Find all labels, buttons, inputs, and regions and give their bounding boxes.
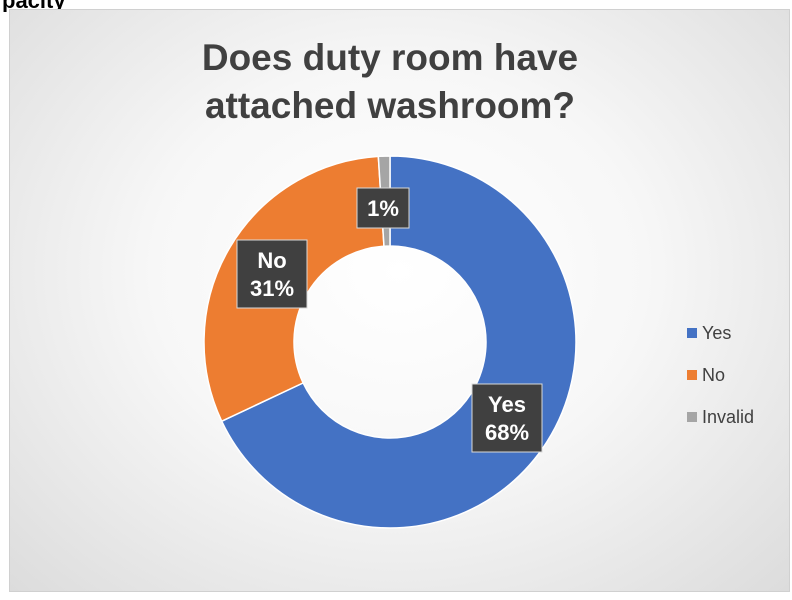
data-label-yes-text: 68% [485, 420, 529, 445]
data-label-yes: Yes 68% [471, 383, 543, 453]
data-label-no-box [236, 239, 308, 309]
legend-label-no: No [702, 364, 726, 385]
chart-title: Does duty room have attached washroom? [201, 37, 579, 126]
data-label-invalid-box [356, 187, 410, 229]
data-label-yes-box [471, 383, 543, 453]
legend: Yes No Invalid [687, 312, 754, 438]
data-label-no-text: 31% [250, 276, 294, 301]
data-label-no-text: No [257, 248, 286, 273]
legend-label-yes: Yes [702, 322, 732, 343]
data-label-yes-text: Yes [488, 392, 526, 417]
legend-label-invalid: Invalid [702, 406, 755, 427]
legend-item-invalid: Invalid [687, 396, 754, 438]
legend-item-no: No [687, 354, 754, 396]
data-label-invalid: 1% [356, 187, 410, 229]
legend-swatch-yes [687, 328, 697, 338]
data-label-no: No 31% [236, 239, 308, 309]
legend-swatch-invalid [687, 412, 697, 422]
legend-item-yes: Yes [687, 312, 754, 354]
data-label-invalid-text: 1% [367, 196, 399, 221]
legend-swatch-no [687, 370, 697, 380]
